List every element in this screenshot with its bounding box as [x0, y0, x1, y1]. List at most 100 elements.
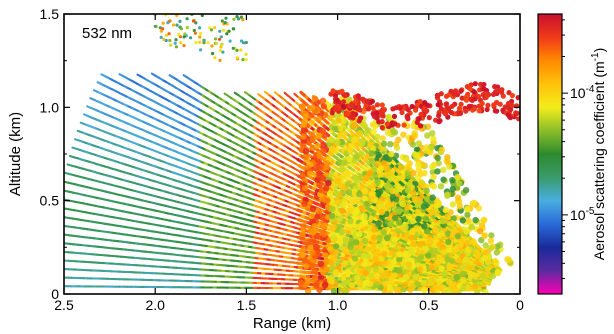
scan-segment	[100, 73, 107, 78]
scan-point	[429, 163, 436, 171]
scan-point	[391, 129, 399, 136]
scan-segment	[168, 74, 175, 79]
scan-segment	[66, 163, 73, 167]
scan-point	[398, 174, 405, 182]
scan-point	[472, 216, 479, 224]
scan-point	[493, 249, 500, 256]
scan-point	[463, 228, 470, 235]
scan-segment	[136, 73, 143, 78]
scan-point	[481, 232, 488, 239]
scan-segment	[257, 93, 263, 98]
scan-point	[424, 252, 432, 259]
scan-point	[323, 266, 330, 273]
scan-point	[470, 238, 477, 245]
scan-point	[320, 103, 328, 110]
scan-point	[408, 248, 415, 255]
scan-segment	[89, 97, 96, 101]
scan-point	[473, 248, 481, 256]
scan-point	[460, 284, 467, 292]
scan-point	[423, 187, 430, 194]
scan-point	[300, 223, 307, 230]
scan-point	[347, 218, 354, 225]
scan-point	[327, 137, 334, 144]
scan-segment	[71, 146, 78, 150]
scan-point	[438, 265, 445, 272]
scan-segment	[293, 92, 299, 98]
scan-point	[471, 283, 479, 290]
scan-point	[334, 139, 341, 146]
scan-point	[428, 208, 436, 215]
scan-point	[396, 267, 403, 274]
scan-point	[299, 103, 306, 111]
scan-segment	[64, 189, 67, 193]
scan-point	[424, 132, 431, 139]
scan-point	[420, 203, 428, 210]
scan-point	[364, 246, 371, 253]
scan-point	[316, 115, 323, 122]
scan-point	[463, 239, 471, 246]
scan-segment	[86, 105, 92, 109]
scan-point	[344, 180, 352, 188]
scan-point	[353, 176, 360, 183]
scattering-data	[64, 14, 520, 294]
scan-segment	[223, 92, 230, 97]
scan-point	[402, 281, 409, 289]
scan-point	[309, 136, 316, 143]
scan-point	[393, 286, 400, 294]
scan-point	[415, 215, 422, 223]
scan-point	[361, 187, 369, 195]
scan-segment	[324, 99, 331, 106]
scan-point	[453, 274, 460, 281]
scan-segment	[76, 129, 83, 134]
scan-segment	[273, 91, 280, 96]
scan-point	[368, 157, 376, 164]
scan-point	[402, 273, 410, 281]
scan-point	[403, 155, 410, 163]
scan-point	[332, 243, 340, 250]
scan-point	[380, 229, 387, 236]
scan-point	[319, 127, 326, 134]
scan-point	[397, 164, 405, 171]
scan-segment	[263, 90, 270, 96]
scan-point	[379, 195, 386, 203]
scan-point	[356, 279, 363, 287]
scan-point	[311, 274, 319, 281]
scan-segment	[150, 72, 157, 77]
scan-segment	[118, 73, 125, 78]
scan-point	[299, 230, 306, 237]
scan-point	[387, 264, 395, 271]
scan-segment	[96, 81, 103, 86]
scan-point	[430, 173, 437, 181]
scan-point	[415, 201, 422, 208]
scan-point	[315, 132, 322, 139]
scan-point	[341, 261, 348, 268]
scan-point	[422, 215, 429, 222]
scan-segment	[243, 91, 250, 96]
scan-point	[438, 146, 445, 154]
scan-point	[440, 166, 447, 173]
scan-segment	[79, 121, 86, 126]
scan-segment	[64, 171, 71, 176]
scan-point	[357, 267, 364, 274]
scan-segment	[182, 74, 189, 79]
scan-point	[361, 237, 369, 245]
scan-point	[437, 183, 445, 190]
scan-point	[384, 166, 391, 174]
scan-point	[379, 135, 386, 142]
scan-point	[421, 286, 428, 294]
scan-point	[311, 95, 319, 103]
scan-segment	[283, 91, 289, 97]
scan-segment	[233, 91, 240, 97]
scan-point	[459, 263, 466, 270]
scan-point	[381, 260, 388, 267]
scan-point	[321, 222, 328, 229]
scan-point	[428, 264, 435, 271]
scan-point	[322, 252, 329, 259]
scan-point	[341, 197, 348, 204]
scan-point	[462, 187, 470, 194]
scan-segment	[74, 138, 80, 142]
scan-point	[311, 268, 318, 275]
scan-point	[414, 281, 421, 288]
scan-segment	[82, 113, 89, 117]
